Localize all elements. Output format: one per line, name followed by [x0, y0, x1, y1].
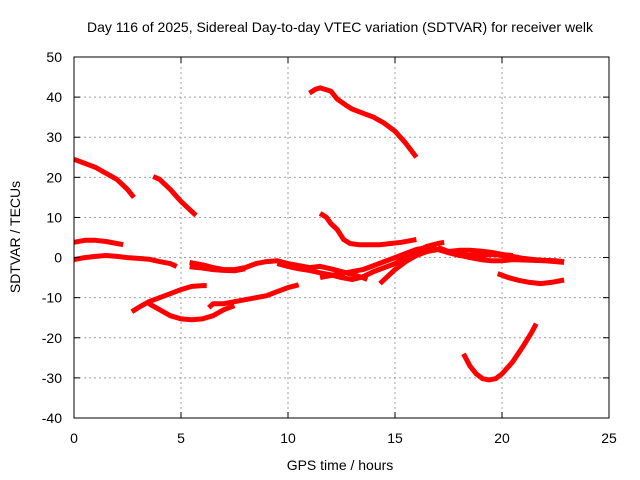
- data-series: [73, 85, 565, 383]
- y-tick-label: -40: [42, 410, 62, 426]
- y-axis-label: SDTVAR / TECUs: [7, 181, 23, 293]
- y-tick-label: 50: [46, 49, 62, 65]
- plot-frame: [73, 56, 610, 419]
- series-arc-15: [308, 85, 419, 159]
- y-tick-label: 20: [46, 169, 62, 185]
- series-arc-6: [147, 301, 236, 323]
- y-tick-label: 40: [46, 89, 62, 105]
- axis-ticks: -40 -30 -20 -10 0 10 20 30 40 50 0 5 10 15 20 25: [42, 49, 617, 446]
- chart-title: Day 116 of 2025, Sidereal Day-to-day VTE…: [87, 19, 594, 35]
- y-tick-label: 0: [54, 250, 62, 266]
- series-arc-14: [448, 247, 565, 265]
- y-tick-label: -30: [42, 370, 62, 386]
- series-arc-7: [207, 282, 300, 310]
- series-arc-2: [152, 174, 198, 218]
- x-tick-label: 20: [494, 430, 510, 446]
- series-arc-9: [189, 264, 246, 274]
- x-tick-label: 10: [280, 430, 296, 446]
- series-arc-4: [73, 253, 178, 269]
- y-tick-label: -10: [42, 290, 62, 306]
- x-tick-label: 0: [70, 430, 78, 446]
- series-arc-16: [318, 211, 417, 248]
- x-axis-label: GPS time / hours: [287, 457, 394, 473]
- x-tick-label: 25: [601, 430, 617, 446]
- y-tick-label: 30: [46, 129, 62, 145]
- y-tick-label: 10: [46, 209, 62, 225]
- y-tick-label: -20: [42, 330, 62, 346]
- x-tick-label: 15: [387, 430, 403, 446]
- series-arc-1: [73, 156, 136, 199]
- x-tick-label: 5: [177, 430, 185, 446]
- series-arc-18: [461, 322, 539, 383]
- series-arc-17: [496, 271, 565, 287]
- series-arc-3: [73, 237, 124, 248]
- series-arc-5: [130, 283, 207, 314]
